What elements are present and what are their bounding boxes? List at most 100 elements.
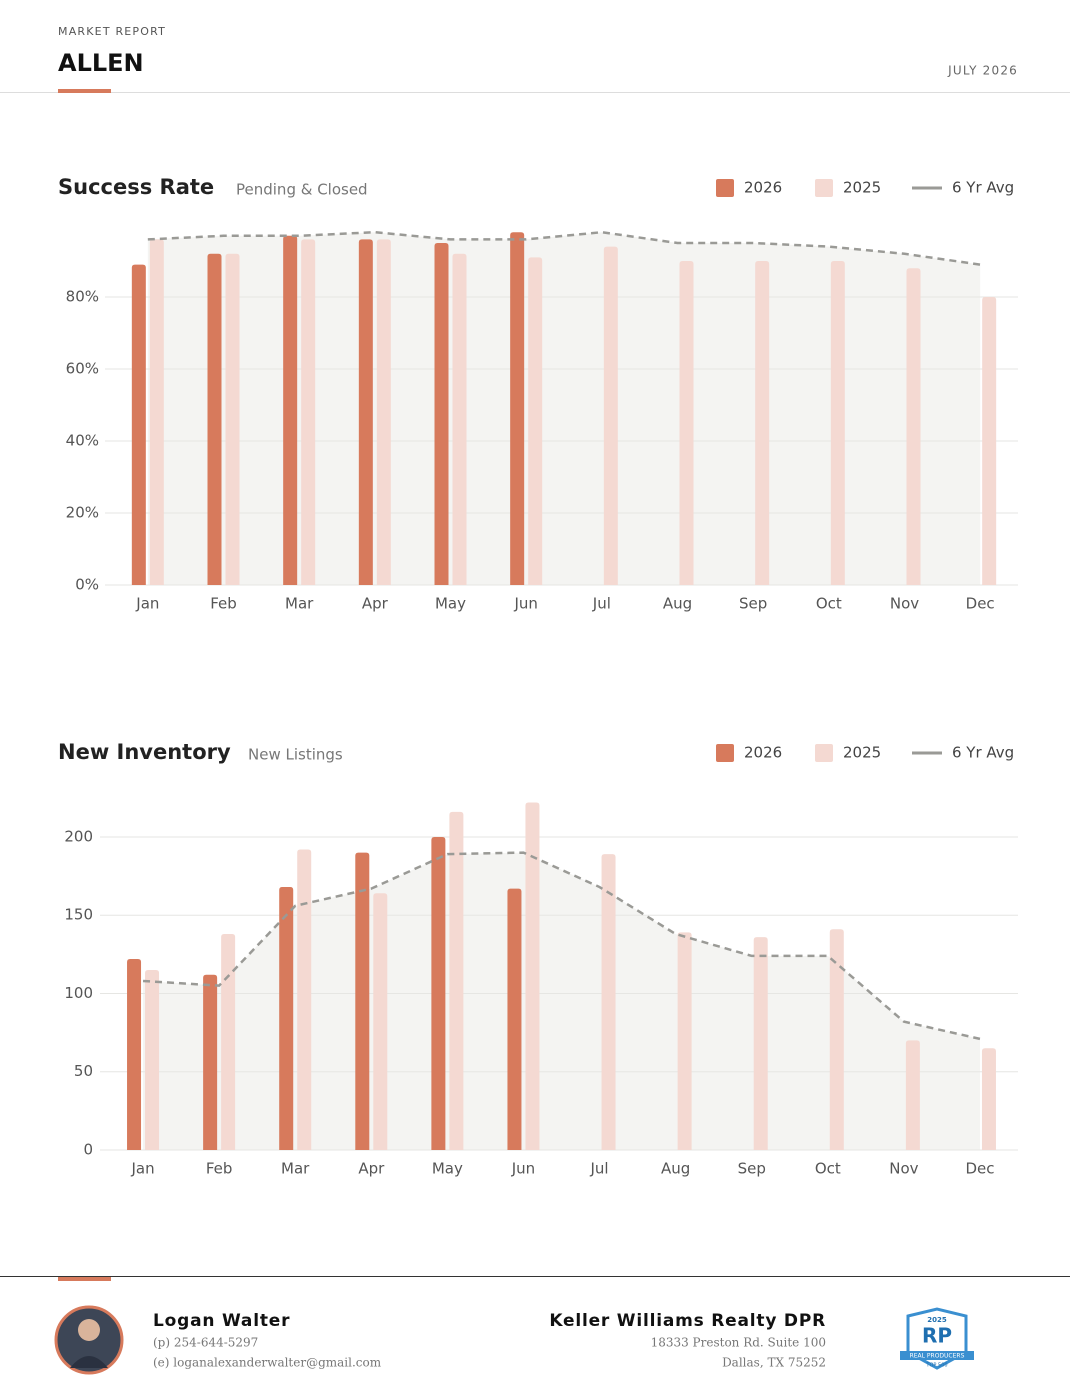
- agent-phone: (p) 254-644-5297: [153, 1336, 258, 1350]
- bar: [449, 811, 464, 1150]
- x-tick-label: Sep: [739, 595, 767, 613]
- chart-subtitle: New Listings: [248, 746, 343, 764]
- footer-accent: [58, 1277, 111, 1281]
- badge-logo: RP: [922, 1324, 952, 1348]
- bar: [358, 239, 373, 585]
- x-tick-label: Jul: [592, 595, 611, 613]
- bar: [829, 929, 844, 1150]
- bar: [528, 257, 543, 585]
- bar: [145, 970, 160, 1150]
- legend-swatch: [716, 179, 734, 197]
- chart-title: New Inventory: [58, 740, 231, 764]
- bar: [279, 887, 294, 1150]
- x-tick-label: Jun: [513, 595, 537, 613]
- bar: [603, 246, 618, 585]
- bar: [225, 253, 240, 586]
- legend-swatch: [815, 744, 833, 762]
- x-tick-label: May: [435, 595, 466, 613]
- bar: [981, 1048, 996, 1150]
- bar: [207, 253, 222, 586]
- bar: [525, 802, 540, 1150]
- bar: [431, 836, 446, 1150]
- bar: [452, 253, 467, 586]
- y-tick-label: 200: [64, 827, 93, 845]
- agent-name: Logan Walter: [153, 1311, 290, 1331]
- bar: [203, 974, 218, 1150]
- y-tick-label: 60%: [66, 360, 99, 378]
- y-tick-label: 100: [64, 984, 93, 1002]
- x-tick-label: Dec: [966, 595, 995, 613]
- bar: [355, 852, 370, 1150]
- x-tick-label: Aug: [663, 595, 692, 613]
- bar: [906, 268, 921, 585]
- legend-swatch: [716, 744, 734, 762]
- bar: [373, 893, 388, 1150]
- x-tick-label: Jul: [589, 1160, 608, 1178]
- x-tick-label: Feb: [206, 1160, 233, 1178]
- y-tick-label: 50: [74, 1062, 93, 1080]
- bar: [830, 261, 845, 585]
- y-tick-label: 0: [83, 1141, 93, 1159]
- y-tick-label: 20%: [66, 504, 99, 522]
- x-tick-label: Mar: [281, 1160, 310, 1178]
- x-tick-label: Oct: [815, 1160, 841, 1178]
- bar: [297, 849, 312, 1150]
- agent-email: (e) loganalexanderwalter@gmail.com: [153, 1356, 382, 1370]
- x-tick-label: Sep: [738, 1160, 766, 1178]
- bar: [131, 264, 146, 585]
- header-accent: [58, 89, 111, 93]
- chart-title: Success Rate: [58, 175, 214, 199]
- bar: [376, 239, 391, 585]
- bar: [283, 235, 298, 586]
- x-tick-label: Dec: [965, 1160, 994, 1178]
- bar: [434, 243, 449, 585]
- bar: [301, 239, 316, 585]
- company-name: Keller Williams Realty DPR: [549, 1311, 826, 1331]
- bar: [510, 232, 525, 585]
- bar: [127, 959, 142, 1150]
- x-tick-label: Apr: [358, 1160, 385, 1178]
- bar: [221, 934, 236, 1150]
- legend-label: 6 Yr Avg: [952, 179, 1014, 197]
- agent-photo-face: [78, 1319, 100, 1341]
- x-tick-label: Aug: [661, 1160, 690, 1178]
- header-title: ALLEN: [58, 49, 144, 77]
- x-tick-label: Jun: [511, 1160, 535, 1178]
- company-address: 18333 Preston Rd. Suite 100: [651, 1336, 826, 1350]
- badge-line2: TOP 500: [925, 1363, 947, 1369]
- bar: [679, 261, 694, 585]
- bar: [677, 932, 692, 1150]
- legend-label: 2025: [843, 179, 881, 197]
- agent-photo-body: [70, 1356, 108, 1368]
- bar: [507, 888, 522, 1150]
- x-tick-label: Oct: [816, 595, 842, 613]
- x-tick-label: Feb: [210, 595, 237, 613]
- bar: [753, 937, 768, 1150]
- y-tick-label: 40%: [66, 432, 99, 450]
- legend-label: 2026: [744, 744, 782, 762]
- x-tick-label: Nov: [890, 595, 919, 613]
- bar: [755, 261, 770, 585]
- avg-area: [143, 852, 980, 1150]
- legend-swatch: [815, 179, 833, 197]
- x-tick-label: May: [432, 1160, 463, 1178]
- legend-label: 2026: [744, 179, 782, 197]
- avg-line: [147, 230, 981, 266]
- legend-label: 2025: [843, 744, 881, 762]
- bar: [601, 854, 616, 1150]
- badge-ribbon: [900, 1351, 974, 1360]
- y-tick-label: 150: [64, 906, 93, 924]
- avg-area: [147, 232, 981, 585]
- bar: [905, 1040, 920, 1150]
- x-tick-label: Jan: [135, 595, 159, 613]
- bar: [982, 297, 997, 585]
- badge-year: 2025: [927, 1316, 947, 1324]
- chart-subtitle: Pending & Closed: [236, 181, 368, 199]
- badge-line1: REAL PRODUCERS: [910, 1353, 965, 1360]
- header-kicker: MARKET REPORT: [58, 25, 166, 38]
- y-tick-label: 0%: [75, 576, 99, 594]
- legend-label: 6 Yr Avg: [952, 744, 1014, 762]
- company-city: Dallas, TX 75252: [722, 1356, 826, 1370]
- avg-line: [142, 851, 981, 1041]
